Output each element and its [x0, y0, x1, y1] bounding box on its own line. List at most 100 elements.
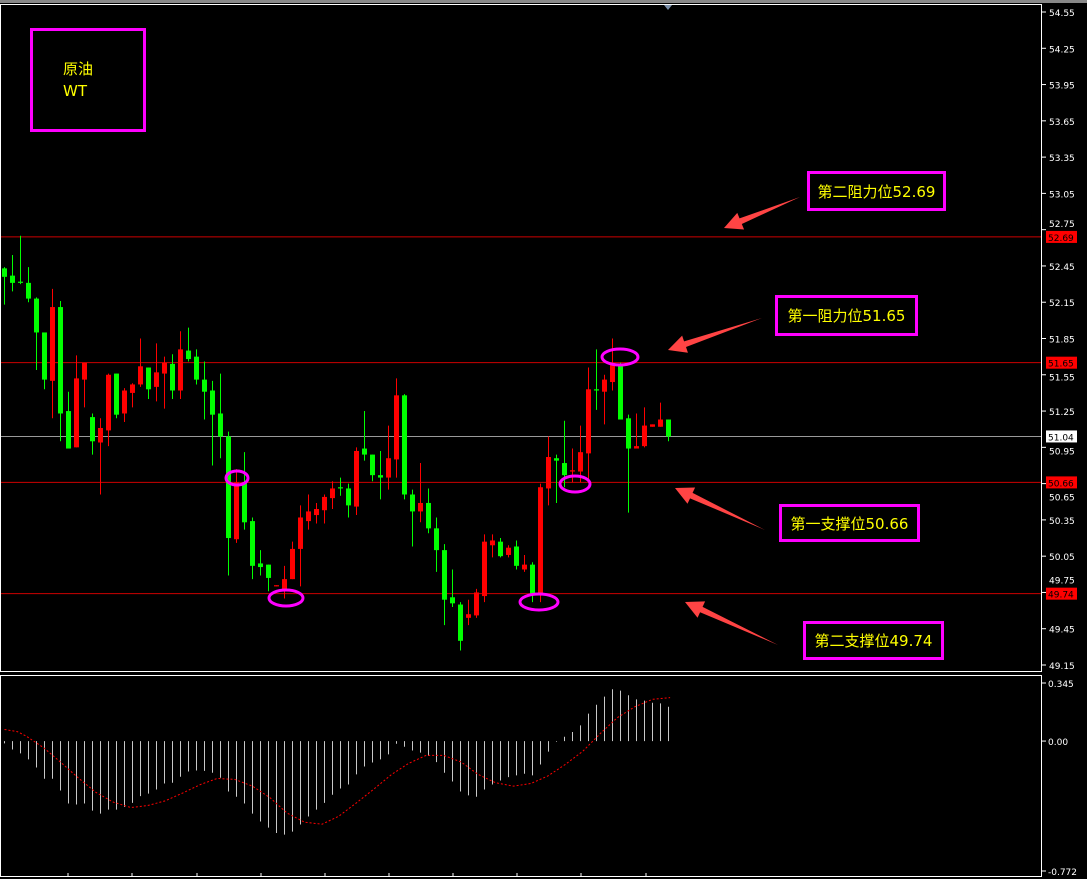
arrow-icon [685, 601, 778, 645]
candle-down [498, 541, 503, 557]
candle-up [82, 362, 87, 380]
candle-down [362, 448, 367, 455]
window-top-bar [0, 0, 1087, 3]
candle-down [370, 454, 375, 476]
price-axis-label: 50.95 [1049, 447, 1075, 457]
candle-down [450, 597, 455, 604]
candle-down [594, 389, 599, 391]
candle-up [578, 452, 583, 472]
candle-up [50, 307, 55, 381]
candle-up [482, 541, 487, 597]
level-price-tag [1046, 587, 1077, 600]
candle-up [298, 517, 303, 549]
candle-up [274, 585, 279, 587]
candle-down [194, 356, 199, 380]
candle-up [394, 395, 399, 460]
candle-down [338, 487, 343, 489]
candle-up [570, 470, 575, 472]
candle-down [250, 521, 255, 566]
indicator-axis-label: 0.00 [1048, 738, 1068, 748]
candle-up [354, 450, 359, 507]
candle-down [554, 458, 559, 461]
candle-down [530, 564, 535, 594]
candle-down [562, 463, 567, 476]
candle-up [74, 378, 79, 448]
candle-down [442, 550, 447, 600]
level-price-tag-label: 50.66 [1048, 479, 1074, 489]
candle-up [178, 349, 183, 391]
candle-up [610, 363, 615, 383]
level-price-tag [1046, 476, 1077, 489]
candle-up [602, 379, 607, 392]
chart-shift-marker-icon [664, 5, 672, 10]
candle-down [42, 332, 47, 380]
candle-up [154, 372, 159, 387]
price-axis-label: 49.45 [1049, 626, 1075, 636]
arrow-icon [668, 318, 762, 353]
candle-up [634, 446, 639, 449]
candle-up [522, 564, 527, 570]
macd-signal-line [4, 697, 671, 825]
price-axis-label: 54.25 [1049, 45, 1075, 55]
candle-up [650, 424, 655, 427]
arrow-icon [675, 487, 765, 530]
candle-up [106, 374, 111, 431]
candle-down [618, 363, 623, 420]
candle-down [514, 546, 519, 566]
price-axis-label: 50.65 [1049, 493, 1075, 503]
candle-up [418, 502, 423, 512]
candle-up [586, 389, 591, 454]
candle-up [98, 427, 103, 443]
price-axis-label: 53.65 [1049, 118, 1075, 128]
candle-down [2, 268, 7, 277]
candle-down [266, 564, 271, 578]
candle-down [426, 502, 431, 529]
candle-down [202, 379, 207, 392]
instrument-name: 原油 [63, 60, 94, 78]
indicator-axis-label: -0.772 [1048, 868, 1077, 878]
highlight-ellipse [518, 592, 560, 612]
highlight-ellipse [600, 347, 640, 367]
price-axis-label: 49.15 [1049, 662, 1075, 672]
candle-up [234, 482, 239, 540]
annotation-support-2: 第二支撑位49.74 [803, 621, 944, 660]
candle-up [490, 540, 495, 546]
level-price-tag [1046, 230, 1077, 243]
candle-down [34, 298, 39, 333]
candle-up [122, 390, 127, 414]
indicator-axis-label: 0.345 [1048, 680, 1074, 690]
price-axis-label: 53.95 [1049, 82, 1075, 92]
current-price-tag [1046, 430, 1077, 443]
annotation-support-1: 第一支撑位50.66 [779, 504, 920, 542]
candle-down [18, 281, 23, 283]
candle-up [322, 496, 327, 511]
candle-down [458, 604, 463, 641]
price-axis-label: 51.25 [1049, 408, 1075, 418]
candle-up [282, 579, 287, 592]
candle-up [506, 547, 511, 555]
candle-down [114, 373, 119, 415]
candle-up [386, 458, 391, 478]
current-price-tag-label: 51.04 [1048, 433, 1074, 443]
candle-up [474, 592, 479, 616]
annotation-resistance-2: 第二阻力位52.69 [807, 171, 946, 211]
candle-down [402, 395, 407, 495]
price-axis-label: 52.45 [1049, 263, 1075, 273]
candle-down [58, 307, 63, 414]
candle-up [314, 509, 319, 516]
candle-up [138, 366, 143, 385]
candle-up [658, 419, 663, 427]
highlight-ellipse [267, 588, 305, 608]
annotation-text: 第一支撑位50.66 [790, 514, 909, 533]
candle-up [162, 362, 167, 374]
candle-down [210, 390, 215, 415]
candle-down [626, 418, 631, 449]
instrument-label-box: 原油 WT [30, 28, 146, 132]
price-axis-label: 51.55 [1049, 374, 1075, 384]
candle-down [170, 363, 175, 391]
candle-down [66, 411, 71, 449]
arrow-icon [724, 197, 800, 230]
level-price-tag-label: 51.65 [1048, 360, 1074, 370]
candle-down [90, 417, 95, 442]
